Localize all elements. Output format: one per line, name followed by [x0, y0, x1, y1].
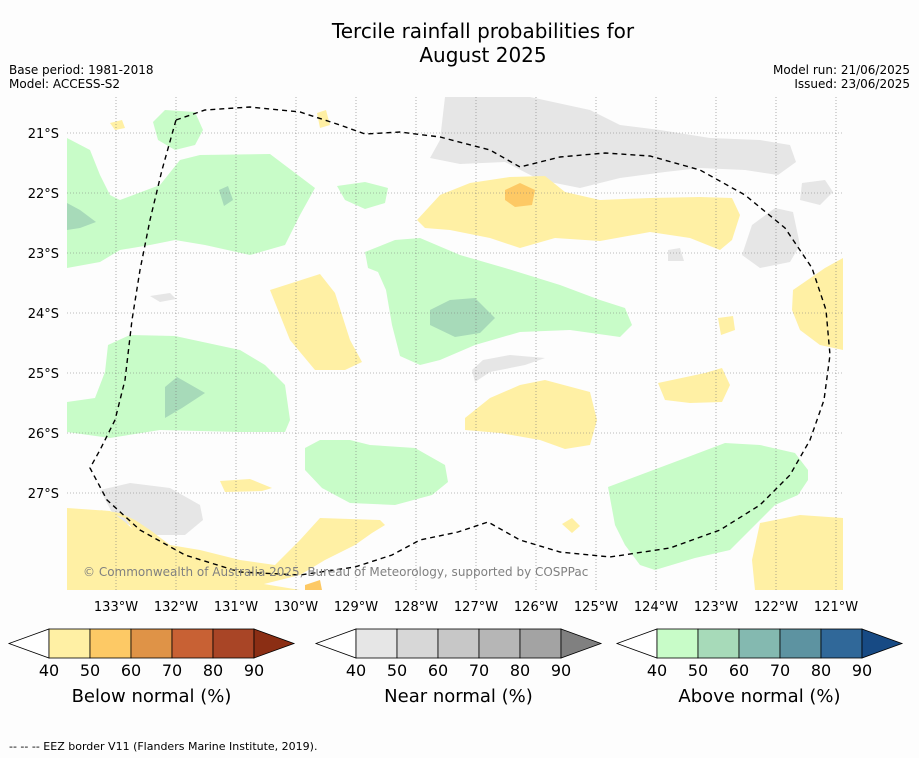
colorbar-cap-left — [314, 628, 357, 659]
map-title: Tercile rainfall probabilities for Augus… — [0, 19, 919, 67]
colorbar-cap-right — [253, 628, 296, 659]
lon-label: 124°W — [634, 600, 678, 615]
lon-label: 131°W — [214, 600, 258, 615]
lon-label: 122°W — [754, 600, 798, 615]
lon-label: 121°W — [814, 600, 858, 615]
colorbar-segment — [89, 628, 132, 659]
colorbar-above-normal: 40 50 60 70 80 90 Above normal (%) — [615, 628, 904, 707]
lat-label: 25°S — [28, 367, 59, 382]
lon-label: 126°W — [514, 600, 558, 615]
colorbar-segment — [437, 628, 480, 659]
colorbar-tick: 50 — [387, 661, 407, 680]
lon-label: 127°W — [454, 600, 498, 615]
colorbar-tick: 60 — [729, 661, 749, 680]
lon-label: 132°W — [154, 600, 198, 615]
colorbar-tick: 50 — [80, 661, 100, 680]
lon-label: 129°W — [334, 600, 378, 615]
colorbar-tick: 40 — [39, 661, 59, 680]
below-normal-50-regions — [305, 183, 535, 590]
lon-label: 133°W — [94, 600, 138, 615]
colorbar-segment — [656, 628, 699, 659]
colorbar-segment — [130, 628, 173, 659]
colorbar-tick: 40 — [647, 661, 667, 680]
base-period: Base period: 1981-2018 — [9, 63, 154, 77]
colorbar-tick: 60 — [121, 661, 141, 680]
colorbar-tick: 90 — [244, 661, 264, 680]
colorbar-segment — [171, 628, 214, 659]
model-run: Model run: 21/06/2025 — [772, 63, 910, 77]
latitude-labels: 21°S 22°S 23°S 24°S 25°S 26°S 27°S — [28, 127, 59, 502]
colorbar-segment — [212, 628, 255, 659]
footer-note: -- -- -- EEZ border V11 (Flanders Marine… — [9, 740, 318, 753]
colorbar-tick: 80 — [203, 661, 223, 680]
lat-label: 22°S — [28, 187, 59, 202]
lon-label: 128°W — [394, 600, 438, 615]
colorbar-below-normal: 40 50 60 70 80 90 Below normal (%) — [7, 628, 296, 707]
colorbar-label: Above normal (%) — [678, 686, 840, 707]
map-area: © Commonwealth of Australia 2025, Bureau… — [67, 97, 843, 590]
longitude-labels: 133°W 132°W 131°W 130°W 129°W 128°W 127°… — [94, 600, 858, 615]
meta-right: Model run: 21/06/2025 Issued: 23/06/2025 — [773, 63, 910, 91]
colorbar-tick: 70 — [469, 661, 489, 680]
colorbar-segment — [820, 628, 863, 659]
colorbar-tick: 70 — [770, 661, 790, 680]
colorbar-segment — [779, 628, 822, 659]
eez-border — [89, 106, 831, 576]
colorbar-segment — [396, 628, 439, 659]
colorbar-cap-left — [615, 628, 658, 659]
colorbar-tick: 90 — [852, 661, 872, 680]
colorbar-tick: 90 — [551, 661, 571, 680]
colorbar-tick: 80 — [510, 661, 530, 680]
colorbar-label: Near normal (%) — [384, 686, 533, 707]
colorbar-segment — [48, 628, 91, 659]
lat-label: 27°S — [28, 487, 59, 502]
lon-label: 130°W — [274, 600, 318, 615]
colorbar-segment — [697, 628, 740, 659]
colorbar-tick: 50 — [688, 661, 708, 680]
colorbar-segment — [355, 628, 398, 659]
model-name: Model: ACCESS-S2 — [9, 77, 121, 91]
colorbar-segment — [519, 628, 562, 659]
below-normal-regions — [67, 110, 843, 590]
meta-left: Base period: 1981-2018 Model: ACCESS-S2 — [9, 63, 154, 91]
colorbar-cap-right — [560, 628, 603, 659]
lat-label: 23°S — [28, 247, 59, 262]
lat-label: 24°S — [28, 307, 59, 322]
colorbar-tick: 60 — [428, 661, 448, 680]
colorbar-segment — [478, 628, 521, 659]
colorbar-cap-right — [861, 628, 904, 659]
title-line-1: Tercile rainfall probabilities for — [331, 19, 635, 43]
copyright-text: © Commonwealth of Australia 2025, Bureau… — [83, 565, 588, 579]
lat-label: 21°S — [28, 127, 59, 142]
colorbar-tick: 70 — [162, 661, 182, 680]
above-normal-60-regions — [67, 186, 495, 418]
lon-label: 123°W — [694, 600, 738, 615]
colorbar-near-normal: 40 50 60 70 80 90 Near normal (%) — [314, 628, 603, 707]
lon-label: 125°W — [574, 600, 618, 615]
colorbar-tick: 80 — [811, 661, 831, 680]
issued-date: Issued: 23/06/2025 — [794, 77, 910, 91]
graticule — [67, 97, 843, 590]
colorbar-segment — [738, 628, 781, 659]
lat-label: 26°S — [28, 427, 59, 442]
colorbar-tick: 40 — [346, 661, 366, 680]
title-line-2: August 2025 — [419, 43, 547, 67]
colorbar-label: Below normal (%) — [72, 686, 232, 707]
colorbar-cap-left — [7, 628, 50, 659]
